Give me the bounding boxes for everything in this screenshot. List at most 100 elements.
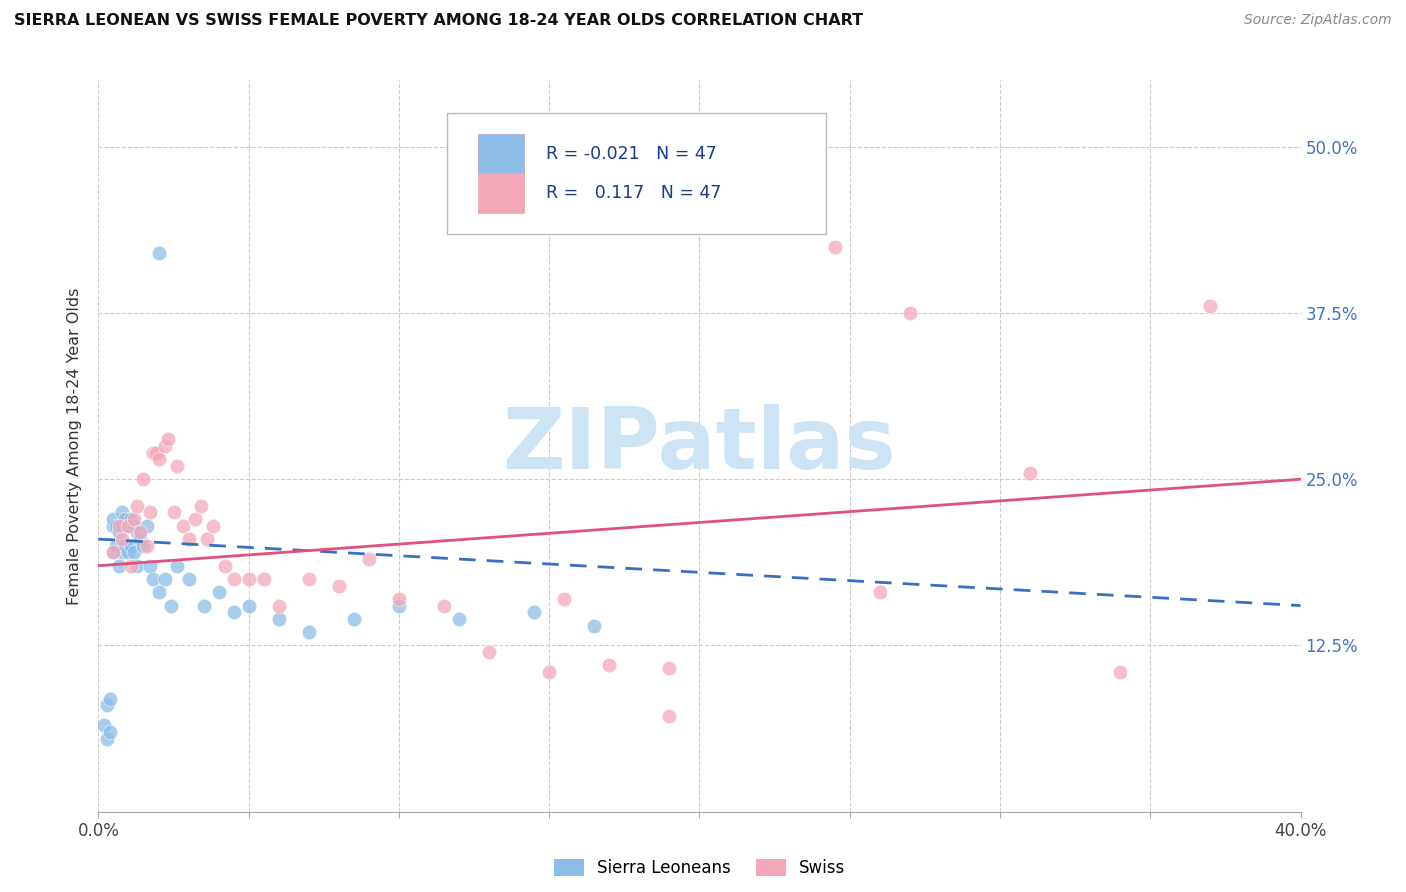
Point xyxy=(148,452,170,467)
Point xyxy=(127,558,149,573)
Legend: Sierra Leoneans, Swiss: Sierra Leoneans, Swiss xyxy=(547,853,852,884)
Point xyxy=(162,506,184,520)
Point xyxy=(156,433,179,447)
Point xyxy=(238,599,260,613)
Point xyxy=(103,518,125,533)
Point xyxy=(538,665,561,679)
Text: ZIPatlas: ZIPatlas xyxy=(502,404,897,488)
Point xyxy=(105,539,128,553)
Point xyxy=(114,539,136,553)
Point xyxy=(298,625,321,640)
Point xyxy=(267,612,290,626)
Point xyxy=(135,518,157,533)
Point xyxy=(138,558,160,573)
Point xyxy=(658,709,681,723)
Point xyxy=(183,512,205,526)
Point xyxy=(124,518,146,533)
Point xyxy=(447,612,470,626)
Point xyxy=(177,572,200,586)
Point xyxy=(253,572,276,586)
Point xyxy=(121,558,143,573)
Point xyxy=(343,612,366,626)
Point xyxy=(190,499,212,513)
Point xyxy=(138,506,160,520)
Point xyxy=(124,545,146,559)
Point xyxy=(103,545,125,559)
Point xyxy=(117,518,139,533)
Point xyxy=(96,698,118,713)
Point xyxy=(111,545,134,559)
Point xyxy=(388,599,411,613)
Point xyxy=(583,618,606,632)
Point xyxy=(117,518,139,533)
Point xyxy=(114,512,136,526)
Point xyxy=(166,558,188,573)
Point xyxy=(135,539,157,553)
Point xyxy=(96,731,118,746)
Text: SIERRA LEONEAN VS SWISS FEMALE POVERTY AMONG 18-24 YEAR OLDS CORRELATION CHART: SIERRA LEONEAN VS SWISS FEMALE POVERTY A… xyxy=(14,13,863,29)
Point xyxy=(1019,466,1042,480)
Point xyxy=(195,532,218,546)
Point xyxy=(121,512,143,526)
Point xyxy=(93,718,115,732)
Point xyxy=(222,572,245,586)
Point xyxy=(108,558,131,573)
Text: Source: ZipAtlas.com: Source: ZipAtlas.com xyxy=(1244,13,1392,28)
Point xyxy=(328,579,350,593)
Point xyxy=(132,472,155,486)
Point xyxy=(298,572,321,586)
Point xyxy=(222,605,245,619)
Point xyxy=(898,306,921,320)
Point xyxy=(553,591,575,606)
Point xyxy=(193,599,215,613)
Point xyxy=(748,213,770,227)
Point xyxy=(523,605,546,619)
Point xyxy=(153,572,176,586)
Point xyxy=(824,239,846,253)
Point xyxy=(153,439,176,453)
Text: R =   0.117   N = 47: R = 0.117 N = 47 xyxy=(546,185,721,202)
Point xyxy=(132,539,155,553)
Point xyxy=(388,591,411,606)
Point xyxy=(148,246,170,260)
Point xyxy=(108,525,131,540)
Point xyxy=(145,445,167,459)
Point xyxy=(105,518,128,533)
Point xyxy=(141,572,163,586)
Point xyxy=(1199,299,1222,313)
Point xyxy=(478,645,501,659)
Point xyxy=(201,518,224,533)
Point xyxy=(208,585,231,599)
Point xyxy=(1109,665,1132,679)
Point xyxy=(124,512,146,526)
Point xyxy=(433,599,456,613)
Point xyxy=(100,691,122,706)
Point xyxy=(267,599,290,613)
Text: R = -0.021   N = 47: R = -0.021 N = 47 xyxy=(546,145,717,162)
Point xyxy=(658,661,681,675)
FancyBboxPatch shape xyxy=(447,113,825,234)
Point xyxy=(141,445,163,459)
Point xyxy=(121,539,143,553)
Y-axis label: Female Poverty Among 18-24 Year Olds: Female Poverty Among 18-24 Year Olds xyxy=(67,287,83,605)
Point xyxy=(177,532,200,546)
Point xyxy=(148,585,170,599)
Point xyxy=(103,512,125,526)
Point xyxy=(598,658,620,673)
Point xyxy=(127,499,149,513)
Point xyxy=(172,518,194,533)
FancyBboxPatch shape xyxy=(478,173,524,213)
FancyBboxPatch shape xyxy=(478,134,524,174)
Point xyxy=(111,506,134,520)
Point xyxy=(111,518,134,533)
Point xyxy=(166,458,188,473)
Point xyxy=(129,525,152,540)
Point xyxy=(127,525,149,540)
Point xyxy=(159,599,181,613)
Point xyxy=(117,545,139,559)
Point xyxy=(100,725,122,739)
Point xyxy=(129,532,152,546)
Point xyxy=(103,545,125,559)
Point xyxy=(357,552,380,566)
Point xyxy=(108,518,131,533)
